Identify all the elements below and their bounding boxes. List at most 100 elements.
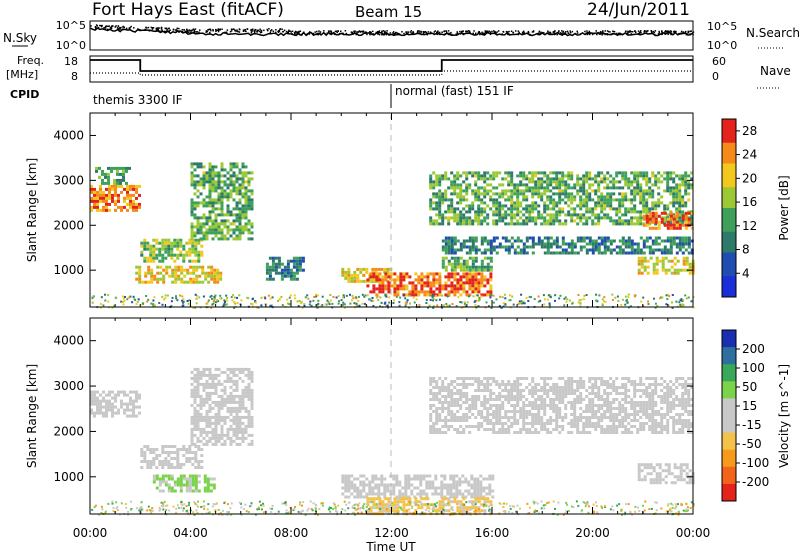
- power-cell: [146, 244, 150, 248]
- power-cell: [570, 201, 574, 205]
- power-cell: [182, 256, 186, 260]
- power-cell: [188, 250, 192, 254]
- power-cell: [170, 300, 173, 303]
- power-cell: [467, 295, 470, 298]
- velocity-cell: [402, 506, 406, 510]
- power-cell: [226, 225, 230, 229]
- noise-point: [329, 30, 332, 32]
- power-cell: [663, 177, 667, 181]
- power-cell: [597, 183, 601, 187]
- power-cell: [537, 192, 541, 196]
- power-cell: [441, 294, 444, 297]
- power-cell: [522, 245, 526, 249]
- power-cell: [132, 202, 135, 206]
- power-cell: [492, 239, 496, 243]
- power-cell: [435, 201, 439, 205]
- power-cell: [597, 171, 601, 175]
- power-cell: [588, 198, 592, 202]
- velocity-cell: [214, 421, 218, 425]
- velocity-cell: [429, 416, 433, 419]
- velocity-cell: [381, 506, 385, 510]
- power-cell: [444, 239, 448, 243]
- velocity-cell: [238, 409, 242, 413]
- power-cell: [441, 198, 445, 202]
- velocity-cell: [362, 495, 366, 499]
- power-cell: [603, 239, 607, 243]
- velocity-cell: [214, 424, 218, 428]
- noise-point: [436, 31, 439, 33]
- power-cell: [298, 256, 302, 260]
- power-cell: [201, 280, 205, 284]
- power-cell: [603, 195, 607, 199]
- power-cell: [492, 192, 496, 196]
- power-cell: [468, 245, 472, 249]
- power-cell: [555, 210, 559, 214]
- power-cell: [582, 174, 586, 178]
- power-cell: [688, 262, 692, 266]
- power-cell: [372, 290, 376, 294]
- power-cell: [125, 166, 128, 170]
- power-cell: [640, 271, 644, 275]
- power-cell: [633, 180, 637, 184]
- power-cell: [164, 244, 168, 248]
- velocity-cell: [188, 474, 192, 478]
- power-cell: [483, 278, 487, 282]
- power-cell: [96, 196, 99, 200]
- velocity-cell: [359, 474, 363, 478]
- power-cell: [393, 299, 395, 302]
- power-cell: [101, 181, 104, 185]
- velocity-cell: [182, 483, 186, 487]
- velocity-cell: [211, 406, 215, 410]
- power-cell: [603, 201, 607, 205]
- power-cell: [573, 207, 577, 211]
- power-cell: [624, 207, 628, 211]
- power-cell: [188, 247, 192, 251]
- power-cell: [153, 277, 157, 281]
- noise-point: [160, 26, 163, 29]
- power-cell: [639, 174, 643, 178]
- power-cell: [459, 248, 463, 252]
- power-cell: [612, 192, 616, 196]
- power-cell: [294, 297, 297, 300]
- power-cell: [666, 223, 670, 227]
- velocity-cell: [378, 500, 382, 504]
- power-cell: [468, 256, 472, 260]
- power-cell: [438, 222, 442, 226]
- power-cell: [501, 192, 505, 196]
- noise-point: [277, 31, 280, 33]
- power-cell: [624, 245, 628, 249]
- power-cell: [676, 271, 680, 275]
- power-cell: [429, 290, 433, 294]
- velocity-cell: [208, 403, 212, 407]
- velocity-cell: [410, 477, 414, 481]
- power-cell: [486, 177, 490, 181]
- velocity-cell: [235, 379, 239, 383]
- noise-point: [654, 30, 657, 32]
- velocity-cell: [202, 370, 206, 374]
- velocity-cell: [241, 427, 245, 431]
- power-cell: [666, 236, 670, 240]
- power-cell: [483, 189, 487, 193]
- power-cell: [453, 219, 457, 223]
- power-cell: [690, 222, 694, 226]
- velocity-cell: [190, 433, 194, 437]
- power-cell: [624, 174, 628, 178]
- power-cell: [152, 244, 156, 248]
- velocity-cell: [250, 406, 254, 410]
- power-cell: [149, 256, 153, 260]
- velocity-cell: [111, 414, 114, 418]
- velocity-cell: [208, 439, 212, 443]
- noise-point: [253, 31, 256, 34]
- power-cell: [453, 189, 457, 193]
- power-cell: [268, 271, 272, 275]
- velocity-cell: [114, 405, 117, 409]
- power-cell: [155, 241, 159, 245]
- noise-point: [595, 30, 597, 32]
- power-cell: [456, 201, 460, 205]
- power-cell: [611, 299, 614, 301]
- velocity-cell: [155, 486, 159, 490]
- power-cell: [465, 259, 469, 263]
- power-cell: [489, 287, 493, 291]
- power-cell: [250, 207, 254, 211]
- power-cell: [283, 268, 287, 272]
